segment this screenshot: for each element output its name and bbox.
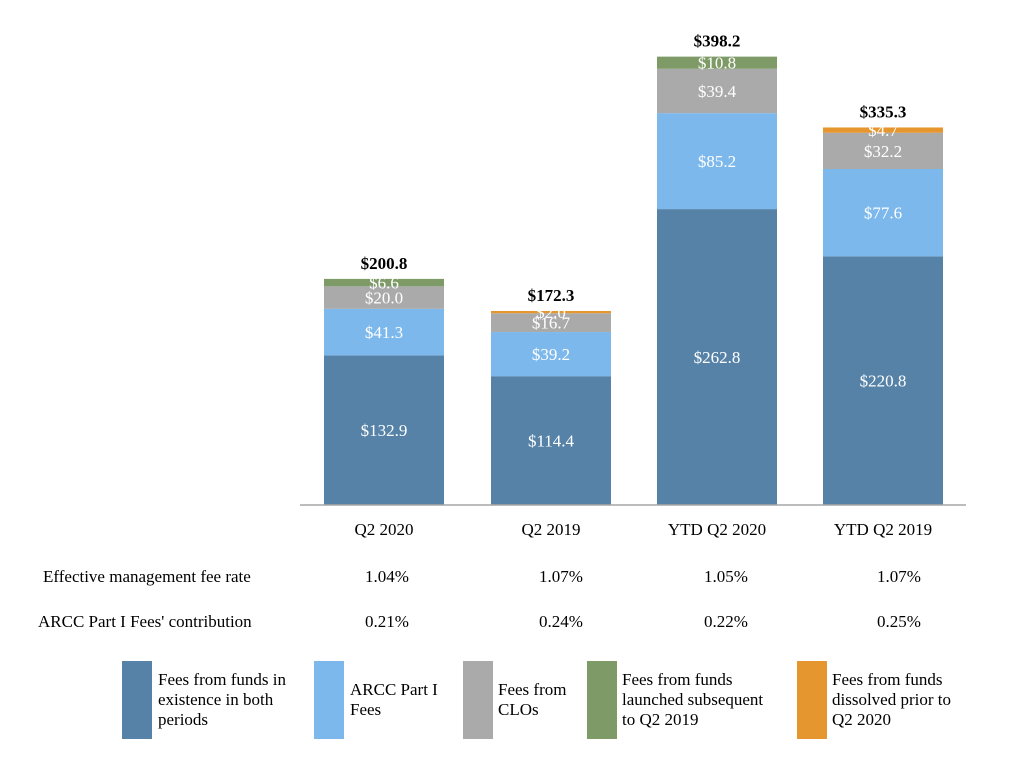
total-label-q2-2020: $200.8 xyxy=(361,254,408,273)
legend-label: Fees from CLOs xyxy=(498,680,567,719)
bar-segment-q2-2019-s2 xyxy=(491,313,611,333)
legend-label: Fees from funds launched subsequent to Q2 … xyxy=(622,670,764,729)
bar-segment-ytd-q2-2019-s1 xyxy=(823,169,943,257)
legend-label: Fees from funds in existence in both perio… xyxy=(158,670,286,729)
legend-item-existing-funds: Fees from funds in existence in both perio… xyxy=(122,661,312,739)
bar-segment-ytd-q2-2019-s4 xyxy=(823,127,943,133)
category-label-group: Q2 2020 Q2 2019 YTD Q2 2020 YTD Q2 2019 xyxy=(354,520,932,539)
category-label-q2-2019: Q2 2019 xyxy=(521,520,580,539)
bar-segment-q2-2020-s3 xyxy=(324,278,444,287)
segment-label-ytd-q2-2020-s0: $262.8 xyxy=(694,348,741,367)
bar-segment-ytd-q2-2020-s2 xyxy=(657,68,777,114)
row-label-arcc-contribution: ARCC Part I Fees' contribution xyxy=(38,612,252,631)
row-label-fee-rate: Effective management fee rate xyxy=(43,567,251,586)
legend-label: ARCC Part I Fees xyxy=(350,680,438,719)
legend-item-clos: Fees from CLOs xyxy=(463,661,583,739)
segment-label-q2-2020-s0: $132.9 xyxy=(361,421,408,440)
segment-label-ytd-q2-2020-s3: $10.8 xyxy=(698,54,736,73)
bar-group xyxy=(324,56,943,505)
total-label-ytd-q2-2019: $335.3 xyxy=(860,102,907,121)
legend-item-dissolved-funds: Fees from funds dissolved prior to Q2 2020 xyxy=(797,661,982,739)
legend-swatch xyxy=(463,661,493,739)
arcc-contribution-q2-2019: 0.24% xyxy=(539,612,583,631)
legend-swatch xyxy=(122,661,152,739)
bar-segment-ytd-q2-2020-s3 xyxy=(657,56,777,69)
segment-label-ytd-q2-2019-s1: $77.6 xyxy=(864,204,902,223)
legend-item-launched-funds: Fees from funds launched subsequent to Q2 … xyxy=(587,661,792,739)
segment-label-ytd-q2-2019-s4: $4.7 xyxy=(868,121,898,140)
segment-label-q2-2019-s2: $16.7 xyxy=(532,314,571,333)
category-label-ytd-q2-2020: YTD Q2 2020 xyxy=(668,520,766,539)
category-label-ytd-q2-2019: YTD Q2 2019 xyxy=(834,520,932,539)
arcc-contribution-q2-2020: 0.21% xyxy=(365,612,409,631)
stacked-bar-chart: $132.9 $41.3 $20.0$6.6 $114.4 $39.2 $16.7$2.0… xyxy=(300,32,966,539)
total-label-group: $200.8 $172.3 $398.2 $335.3 xyxy=(361,32,907,305)
bar-segment-q2-2019-s4 xyxy=(491,310,611,314)
segment-label-group: $132.9 $41.3 $20.0$6.6 $114.4 $39.2 $16.7$2.0… xyxy=(361,54,907,451)
bar-segment-q2-2020-s2 xyxy=(324,286,444,309)
bar-segment-q2-2019-s0 xyxy=(491,376,611,505)
segment-label-ytd-q2-2019-s0: $220.8 xyxy=(860,372,907,391)
legend-label: Fees from funds dissolved prior to Q2 2020 xyxy=(832,670,951,729)
segment-label-q2-2020-s3: $6.6 xyxy=(369,274,399,293)
fee-rate-q2-2020: 1.04% xyxy=(365,567,409,586)
fee-rate-ytd-q2-2019: 1.07% xyxy=(877,567,921,586)
bar-segment-ytd-q2-2020-s1 xyxy=(657,113,777,210)
bar-segment-ytd-q2-2020-s0 xyxy=(657,209,777,505)
legend-swatch xyxy=(314,661,344,739)
bar-segment-q2-2019-s1 xyxy=(491,332,611,377)
segment-label-q2-2019-s0: $114.4 xyxy=(528,432,575,451)
fee-rate-ytd-q2-2020: 1.05% xyxy=(704,567,748,586)
arcc-contribution-ytd-q2-2020: 0.22% xyxy=(704,612,748,631)
segment-label-q2-2020-s1: $41.3 xyxy=(365,323,403,342)
segment-label-ytd-q2-2020-s1: $85.2 xyxy=(698,152,736,171)
segment-label-q2-2019-s4: $2.0 xyxy=(536,303,566,322)
bar-segment-q2-2020-s0 xyxy=(324,355,444,505)
total-label-ytd-q2-2020: $398.2 xyxy=(694,32,741,51)
legend-swatch xyxy=(797,661,827,739)
legend-swatch xyxy=(587,661,617,739)
segment-label-ytd-q2-2020-s2: $39.4 xyxy=(698,82,737,101)
segment-label-q2-2020-s2: $20.0 xyxy=(365,289,403,308)
total-label-q2-2019: $172.3 xyxy=(528,286,575,305)
legend-item-arcc-part-i: ARCC Part I Fees xyxy=(314,661,459,739)
fee-rate-q2-2019: 1.07% xyxy=(539,567,583,586)
bar-segment-ytd-q2-2019-s2 xyxy=(823,132,943,170)
bar-segment-ytd-q2-2019-s0 xyxy=(823,256,943,505)
category-label-q2-2020: Q2 2020 xyxy=(354,520,413,539)
bar-segment-q2-2020-s1 xyxy=(324,308,444,356)
arcc-contribution-ytd-q2-2019: 0.25% xyxy=(877,612,921,631)
segment-label-ytd-q2-2019-s2: $32.2 xyxy=(864,142,902,161)
segment-label-q2-2019-s1: $39.2 xyxy=(532,345,570,364)
